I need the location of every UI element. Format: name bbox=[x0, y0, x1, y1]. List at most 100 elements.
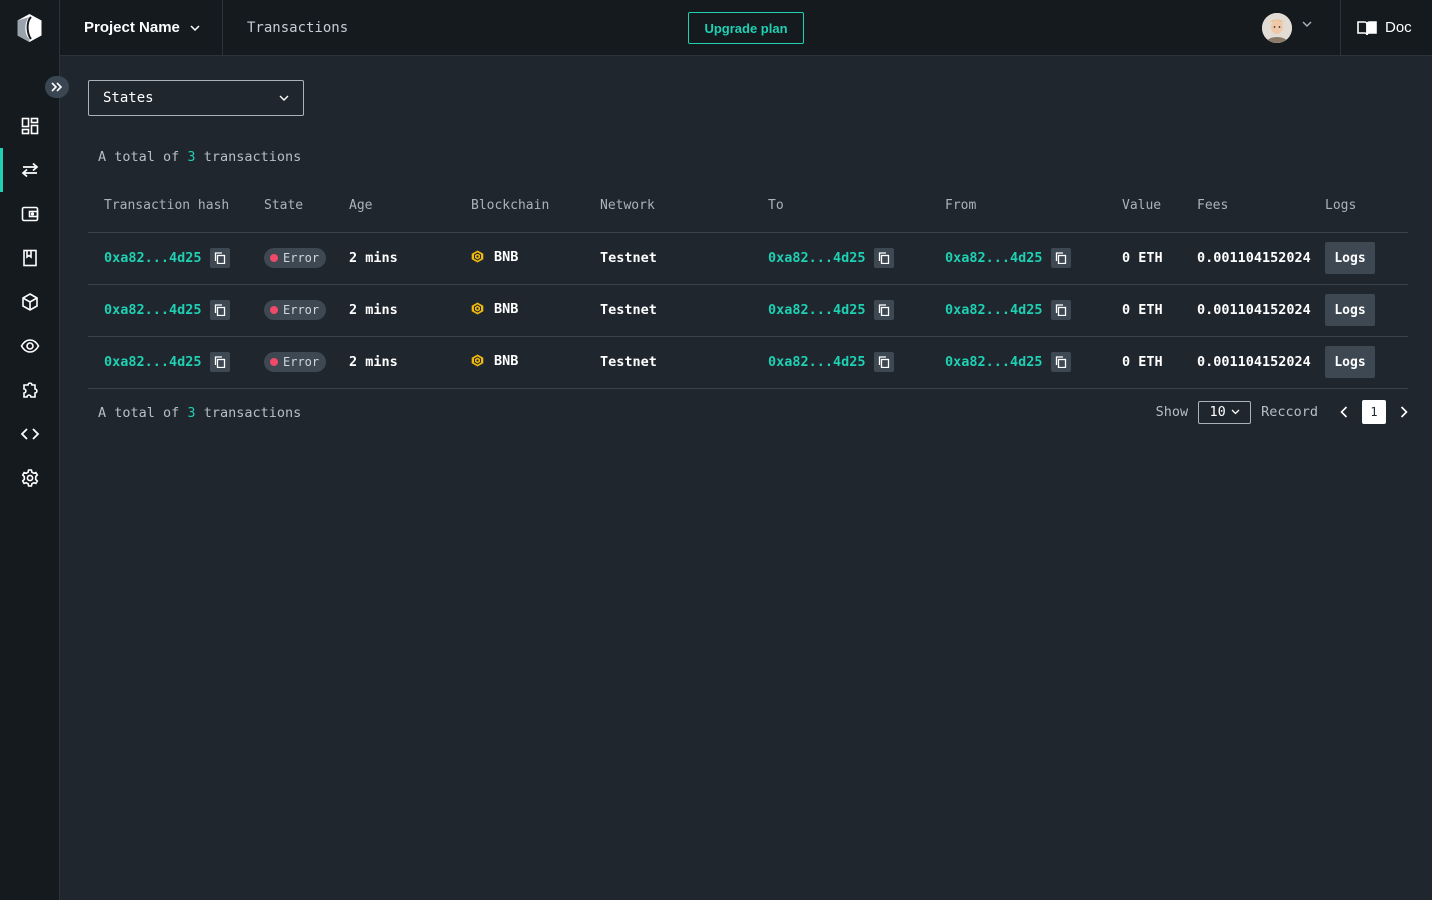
header-divider bbox=[222, 0, 223, 55]
transaction-hash-link[interactable]: 0xa82...4d25 bbox=[104, 250, 202, 266]
copy-to-button[interactable] bbox=[873, 352, 894, 372]
bnb-icon bbox=[471, 354, 484, 367]
chevron-right-icon bbox=[1400, 406, 1408, 418]
sidebar-item-developer[interactable] bbox=[0, 412, 60, 456]
cell-state: Error bbox=[250, 284, 333, 337]
sidebar-item-settings[interactable] bbox=[0, 456, 60, 500]
doc-link[interactable]: Doc bbox=[1357, 0, 1412, 55]
sidebar-item-wallet[interactable] bbox=[0, 192, 60, 236]
column-header-logs: Logs bbox=[1325, 180, 1408, 233]
cell-from: 0xa82...4d25 bbox=[929, 284, 1106, 337]
cell-from: 0xa82...4d25 bbox=[929, 232, 1106, 285]
cell-value: 0 ETH bbox=[1106, 232, 1181, 285]
bnb-icon bbox=[471, 302, 484, 315]
to-address-link[interactable]: 0xa82...4d25 bbox=[768, 302, 866, 318]
from-address-link[interactable]: 0xa82...4d25 bbox=[945, 354, 1043, 370]
copy-icon bbox=[878, 356, 889, 368]
copy-hash-button[interactable] bbox=[209, 300, 230, 320]
to-address-link[interactable]: 0xa82...4d25 bbox=[768, 354, 866, 370]
column-header-state: State bbox=[250, 180, 333, 233]
sidebar-item-plugins[interactable] bbox=[0, 368, 60, 412]
gear-icon bbox=[21, 469, 39, 487]
cell-state: Error bbox=[250, 336, 333, 389]
page-number-current[interactable]: 1 bbox=[1362, 400, 1386, 424]
sidebar-expand-button[interactable] bbox=[45, 76, 69, 98]
copy-from-button[interactable] bbox=[1050, 248, 1071, 268]
sidebar-item-contracts[interactable] bbox=[0, 280, 60, 324]
transactions-total-bottom: A total of 3 transactions bbox=[98, 405, 301, 421]
header-divider bbox=[1340, 0, 1341, 55]
column-header-value: Value bbox=[1106, 180, 1181, 233]
column-header-hash: Transaction hash bbox=[88, 180, 250, 233]
chevron-left-icon bbox=[1340, 406, 1348, 418]
cell-network: Testnet bbox=[584, 336, 752, 389]
cell-value: 0 ETH bbox=[1106, 284, 1181, 337]
total-count: 3 bbox=[187, 405, 196, 421]
logs-button[interactable]: Logs bbox=[1325, 294, 1375, 326]
sidebar-item-dashboard[interactable] bbox=[0, 104, 60, 148]
total-suffix: transactions bbox=[203, 149, 302, 165]
to-address-link[interactable]: 0xa82...4d25 bbox=[768, 250, 866, 266]
pagination: Show 10 Reccord 1 bbox=[1156, 400, 1408, 424]
copy-to-button[interactable] bbox=[873, 300, 894, 320]
table-row: 0xa82...4d25 Error 2 mins BNB Testnet 0x… bbox=[88, 284, 1408, 337]
transaction-hash-link[interactable]: 0xa82...4d25 bbox=[104, 302, 202, 318]
cell-value: 0 ETH bbox=[1106, 336, 1181, 389]
sidebar-item-watch[interactable] bbox=[0, 324, 60, 368]
cell-blockchain: BNB bbox=[455, 284, 584, 337]
user-avatar-icon bbox=[1262, 13, 1292, 43]
column-header-to: To bbox=[752, 180, 929, 233]
cell-blockchain: BNB bbox=[455, 232, 584, 285]
from-address-link[interactable]: 0xa82...4d25 bbox=[945, 250, 1043, 266]
copy-from-button[interactable] bbox=[1050, 352, 1071, 372]
upgrade-plan-button[interactable]: Upgrade plan bbox=[688, 12, 804, 44]
total-count: 3 bbox=[187, 149, 196, 165]
bnb-icon bbox=[471, 250, 484, 263]
next-page-button[interactable] bbox=[1400, 406, 1408, 418]
app-logo[interactable] bbox=[16, 13, 43, 43]
record-label: Reccord bbox=[1261, 404, 1318, 420]
transactions-icon bbox=[21, 162, 39, 178]
code-icon bbox=[20, 428, 40, 440]
cell-network: Testnet bbox=[584, 284, 752, 337]
logs-button[interactable]: Logs bbox=[1325, 242, 1375, 274]
page-size-select[interactable]: 10 bbox=[1198, 400, 1252, 424]
avatar[interactable] bbox=[1262, 13, 1292, 43]
copy-icon bbox=[1055, 304, 1066, 316]
copy-hash-button[interactable] bbox=[209, 352, 230, 372]
from-address-link[interactable]: 0xa82...4d25 bbox=[945, 302, 1043, 318]
table-row: 0xa82...4d25 Error 2 mins BNB Testnet 0x… bbox=[88, 232, 1408, 285]
cell-network: Testnet bbox=[584, 232, 752, 285]
total-prefix: A total of bbox=[98, 405, 180, 421]
project-selector[interactable]: Project Name bbox=[84, 0, 200, 55]
status-badge: Error bbox=[264, 248, 327, 268]
column-header-network: Network bbox=[584, 180, 752, 233]
doc-label: Doc bbox=[1385, 19, 1412, 36]
states-dropdown[interactable]: States bbox=[88, 80, 304, 116]
eye-icon bbox=[20, 339, 40, 353]
copy-icon bbox=[1055, 356, 1066, 368]
logs-button[interactable]: Logs bbox=[1325, 346, 1375, 378]
project-name: Project Name bbox=[84, 19, 180, 36]
cell-fees: 0.001104152024 bbox=[1181, 232, 1325, 285]
user-menu-chevron-icon[interactable] bbox=[1302, 21, 1312, 27]
column-header-blockchain: Blockchain bbox=[455, 180, 584, 233]
cell-to: 0xa82...4d25 bbox=[752, 284, 929, 337]
sidebar-item-bookmarks[interactable] bbox=[0, 236, 60, 280]
puzzle-icon bbox=[23, 382, 38, 398]
copy-to-button[interactable] bbox=[873, 248, 894, 268]
status-label: Error bbox=[283, 303, 320, 317]
copy-icon bbox=[1055, 252, 1066, 264]
error-dot-icon bbox=[270, 358, 278, 366]
cell-age: 2 mins bbox=[333, 284, 455, 337]
cell-hash: 0xa82...4d25 bbox=[88, 336, 250, 389]
transaction-hash-link[interactable]: 0xa82...4d25 bbox=[104, 354, 202, 370]
cell-state: Error bbox=[250, 232, 333, 285]
copy-hash-button[interactable] bbox=[209, 248, 230, 268]
sidebar-item-transactions[interactable] bbox=[0, 148, 60, 192]
chevron-down-icon bbox=[1231, 409, 1240, 415]
prev-page-button[interactable] bbox=[1340, 406, 1348, 418]
cell-fees: 0.001104152024 bbox=[1181, 336, 1325, 389]
blockchain-label: BNB bbox=[494, 300, 519, 317]
copy-from-button[interactable] bbox=[1050, 300, 1071, 320]
